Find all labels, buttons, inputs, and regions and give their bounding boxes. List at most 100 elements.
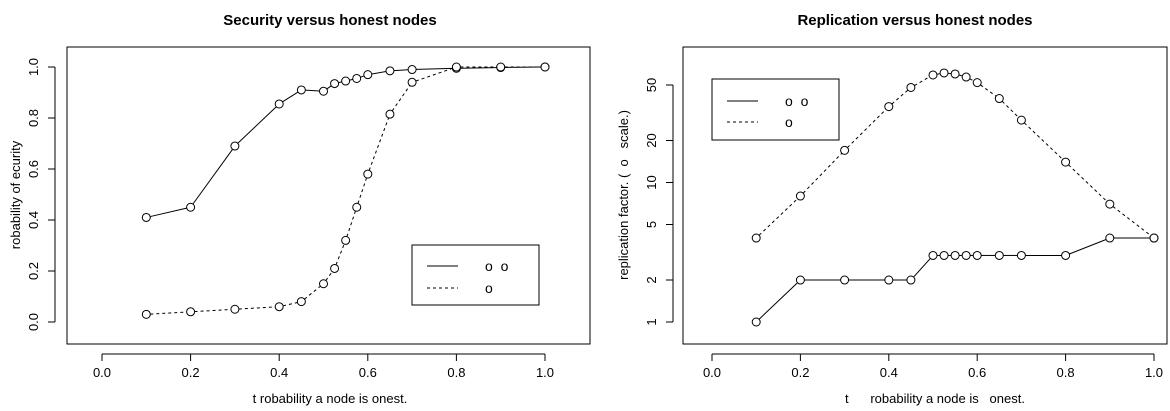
- chart-title: Replication versus honest nodes: [797, 12, 1032, 29]
- series-line-segment: [936, 73, 941, 75]
- data-point: [1016, 115, 1026, 125]
- series-line-segment: [304, 285, 321, 300]
- legend: o o o: [411, 244, 540, 306]
- series-line-segment: [802, 152, 843, 194]
- data-point: [341, 235, 351, 245]
- series-line-segment: [391, 85, 411, 112]
- data-point: [1061, 157, 1071, 167]
- data-point: [950, 69, 960, 79]
- y-axis: 1 2 5 10 20 50: [644, 78, 674, 326]
- data-point: [141, 309, 151, 319]
- data-point: [1105, 233, 1115, 243]
- data-point: [751, 233, 761, 243]
- y-tick-label: 1.0: [26, 58, 41, 76]
- data-point: [928, 250, 938, 260]
- data-point: [186, 202, 196, 212]
- series-line-segment: [969, 78, 974, 82]
- chart-replication: Replication versus honest nodes 0.0 0.2 0.…: [616, 12, 1168, 406]
- data-point: [363, 169, 373, 179]
- y-tick-label: 50: [644, 78, 659, 92]
- series-line-segment: [368, 117, 390, 171]
- series-line-segment: [1112, 206, 1152, 236]
- data-point: [906, 275, 916, 285]
- series-line-segment: [393, 69, 409, 72]
- data-point: [296, 297, 306, 307]
- x-tick-label: 0.0: [93, 365, 111, 380]
- data-point: [319, 86, 328, 96]
- x-tick-label: 0.2: [791, 365, 809, 380]
- plot-frame: [66, 46, 591, 345]
- x-axis: 0.0 0.2 0.4 0.6 0.8 1.0: [93, 353, 554, 380]
- data-point: [884, 275, 894, 285]
- series-line-segment: [282, 91, 299, 103]
- series-line-segment: [371, 71, 387, 75]
- series-line-segment: [346, 210, 356, 237]
- x-tick-label: 0.4: [270, 365, 288, 380]
- data-point: [352, 73, 362, 83]
- data-point: [994, 94, 1004, 104]
- series-line-segment: [1001, 100, 1019, 118]
- data-point: [939, 68, 949, 78]
- x-tick-label: 1.0: [536, 365, 554, 380]
- y-tick-label: 5: [644, 221, 659, 228]
- data-point: [230, 304, 240, 314]
- y-tick-label: 10: [644, 175, 659, 189]
- chart-security: Security versus honest nodes 0.0 0.2 0.4 0.…: [8, 12, 591, 406]
- series-line-segment: [349, 78, 353, 81]
- x-tick-label: 0.6: [968, 365, 986, 380]
- data-point: [961, 72, 971, 82]
- y-tick-label: 0.0: [26, 313, 41, 331]
- data-point: [363, 70, 373, 80]
- data-point: [939, 250, 949, 260]
- series-line-segment: [460, 67, 497, 69]
- series-line-segment: [282, 302, 298, 307]
- series-line-segment: [194, 308, 231, 313]
- data-point: [230, 141, 240, 151]
- series-line-segment: [150, 207, 187, 218]
- y-tick-label: 1: [644, 318, 659, 325]
- series-line-segment: [1023, 122, 1064, 160]
- data-point: [385, 66, 395, 76]
- data-point: [407, 77, 417, 87]
- series-line-segment: [305, 89, 320, 92]
- x-tick-label: 0.8: [1057, 365, 1075, 380]
- series-line-segment: [360, 75, 365, 78]
- y-tick-label: 0.4: [26, 211, 41, 229]
- x-tick-label: 0.2: [182, 365, 200, 380]
- legend: o o o: [711, 78, 840, 141]
- series-line-segment: [150, 311, 187, 315]
- data-point: [972, 78, 982, 88]
- data-point: [1149, 233, 1159, 243]
- legend-label: o o: [785, 93, 809, 109]
- data-point: [950, 250, 960, 260]
- data-point: [961, 250, 971, 260]
- x-tick-label: 0.6: [359, 365, 377, 380]
- data-point: [1061, 250, 1071, 260]
- series-line-segment: [847, 109, 887, 148]
- data-point: [840, 275, 850, 285]
- series-line-segment: [1069, 239, 1107, 255]
- series-line-segment: [237, 106, 277, 144]
- series-line-segment: [238, 306, 276, 310]
- y-tick-label: 0.2: [26, 262, 41, 280]
- series-line-segment: [1068, 164, 1108, 202]
- data-point: [751, 317, 761, 327]
- series-line-segment: [357, 177, 368, 204]
- series-line-segment: [758, 282, 798, 320]
- data-point: [274, 302, 284, 312]
- data-point: [906, 82, 916, 92]
- x-axis-label: t robability a node is onest.: [845, 391, 1025, 406]
- x-tick-label: 0.0: [703, 365, 721, 380]
- data-point: [540, 62, 550, 72]
- series-group: [141, 62, 550, 319]
- y-tick-label: 2: [644, 276, 659, 283]
- y-axis: 0.0 0.2 0.4 0.6 0.8 1.0: [26, 58, 56, 331]
- x-tick-label: 0.8: [447, 365, 465, 380]
- series-line-segment: [416, 67, 453, 70]
- data-point: [330, 263, 340, 273]
- data-point: [141, 212, 151, 222]
- data-point: [330, 79, 340, 89]
- data-point: [840, 145, 850, 155]
- data-point: [352, 202, 362, 212]
